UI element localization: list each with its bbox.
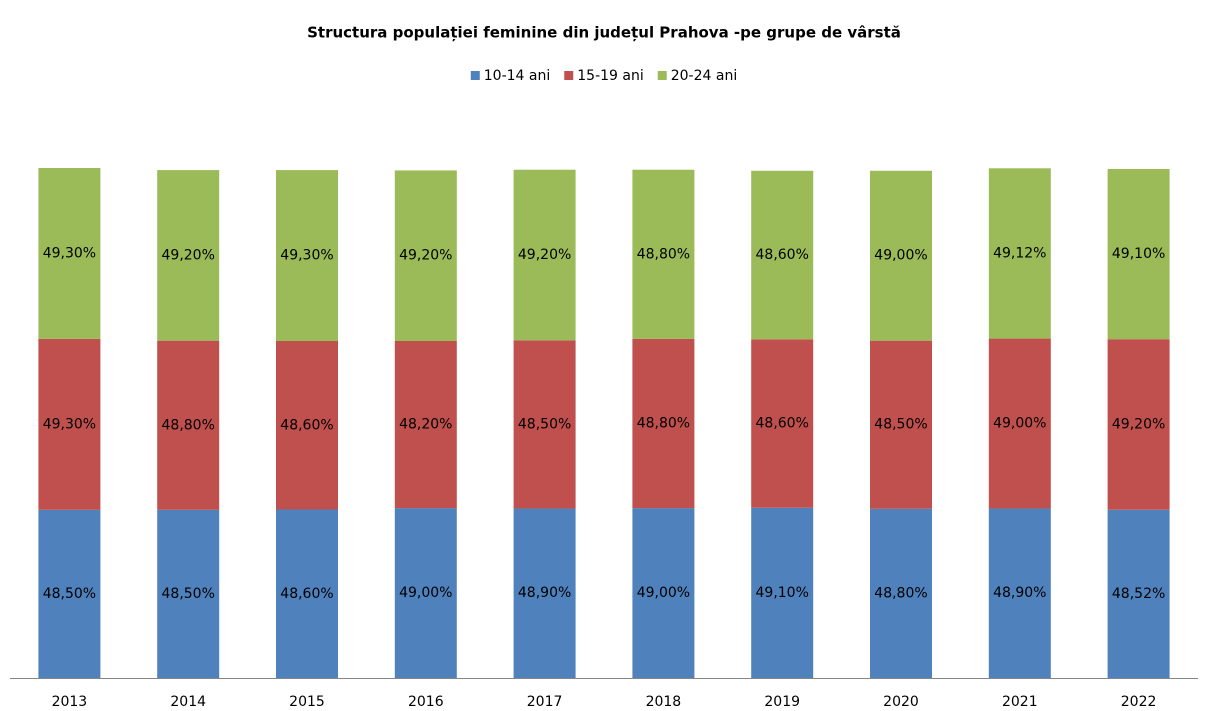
bar-segment (988, 168, 1051, 339)
legend-swatch (657, 71, 667, 80)
bar-segment (513, 169, 576, 341)
chart-title: Structura populației feminine din județu… (307, 24, 901, 42)
bar-segment (632, 169, 695, 339)
x-tick-label: 2020 (883, 694, 919, 710)
data-label: 49,12% (993, 245, 1046, 261)
data-label: 48,80% (637, 416, 690, 432)
data-label: 49,20% (399, 248, 452, 264)
bar-segment (632, 508, 695, 678)
legend-swatch (564, 71, 574, 80)
data-label: 49,20% (1112, 416, 1165, 432)
x-tick-label: 2021 (1002, 694, 1038, 710)
data-label: 48,50% (162, 586, 215, 602)
data-label: 48,90% (518, 585, 571, 601)
bar-segment (38, 509, 101, 678)
data-label: 49,30% (280, 248, 333, 264)
data-label: 49,30% (43, 245, 96, 261)
x-tick-label: 2013 (52, 694, 88, 710)
bar-segment (38, 338, 101, 510)
x-tick-label: 2014 (170, 694, 206, 710)
data-label: 49,00% (874, 248, 927, 264)
bar-segment (870, 170, 932, 341)
bar-segment (38, 168, 101, 339)
bar-segment (513, 508, 576, 678)
data-label: 49,00% (637, 585, 690, 601)
data-label: 48,90% (993, 585, 1046, 601)
bar-segment (513, 340, 576, 509)
x-tick-label: 2016 (408, 694, 444, 710)
legend-label: 10-14 ani (484, 68, 550, 84)
data-label: 48,50% (518, 416, 571, 432)
bar-segment (157, 170, 220, 341)
data-label: 49,10% (1112, 246, 1165, 262)
data-label: 48,80% (162, 417, 215, 433)
data-label: 48,60% (280, 586, 333, 602)
bar-segment (394, 341, 457, 509)
bar-segment (751, 507, 814, 678)
data-label: 48,52% (1112, 586, 1165, 602)
legend-label: 15-19 ani (577, 68, 643, 84)
data-label: 48,80% (874, 585, 927, 601)
x-tick-label: 2017 (527, 694, 563, 710)
legend-label: 20-24 ani (671, 68, 737, 84)
bar-segment (870, 340, 932, 509)
data-label: 48,60% (756, 416, 809, 432)
data-label: 48,20% (399, 417, 452, 433)
data-label: 48,60% (280, 417, 333, 433)
x-tick-label: 2018 (646, 694, 682, 710)
data-label: 48,50% (43, 586, 96, 602)
bar-segment (1107, 509, 1170, 678)
bar-segment (157, 340, 220, 510)
x-tick-label: 2022 (1121, 694, 1157, 710)
bar-segment (394, 508, 457, 678)
bar-segment (1107, 339, 1170, 510)
bar-segment (870, 508, 932, 678)
bar-segment (276, 341, 338, 510)
bar-segment (988, 508, 1051, 678)
x-tick-label: 2015 (289, 694, 325, 710)
bar-segment (394, 170, 457, 342)
data-label: 49,30% (43, 416, 96, 432)
data-label: 48,80% (637, 246, 690, 262)
bar-segment (632, 338, 695, 509)
bar-segment (751, 170, 814, 340)
legend-swatch (470, 71, 480, 80)
data-label: 49,10% (756, 585, 809, 601)
x-tick-label: 2019 (764, 694, 800, 710)
bar-segment (1107, 168, 1170, 340)
data-label: 49,00% (993, 416, 1046, 432)
bar-segment (276, 509, 338, 678)
data-label: 49,20% (162, 247, 215, 263)
bar-segment (157, 509, 220, 678)
bar-segment (988, 338, 1051, 509)
data-label: 48,60% (756, 247, 809, 263)
bar-segment (751, 339, 814, 508)
data-label: 49,20% (518, 247, 571, 263)
data-label: 49,00% (399, 585, 452, 601)
data-label: 48,50% (874, 417, 927, 433)
bar-segment (276, 170, 338, 342)
